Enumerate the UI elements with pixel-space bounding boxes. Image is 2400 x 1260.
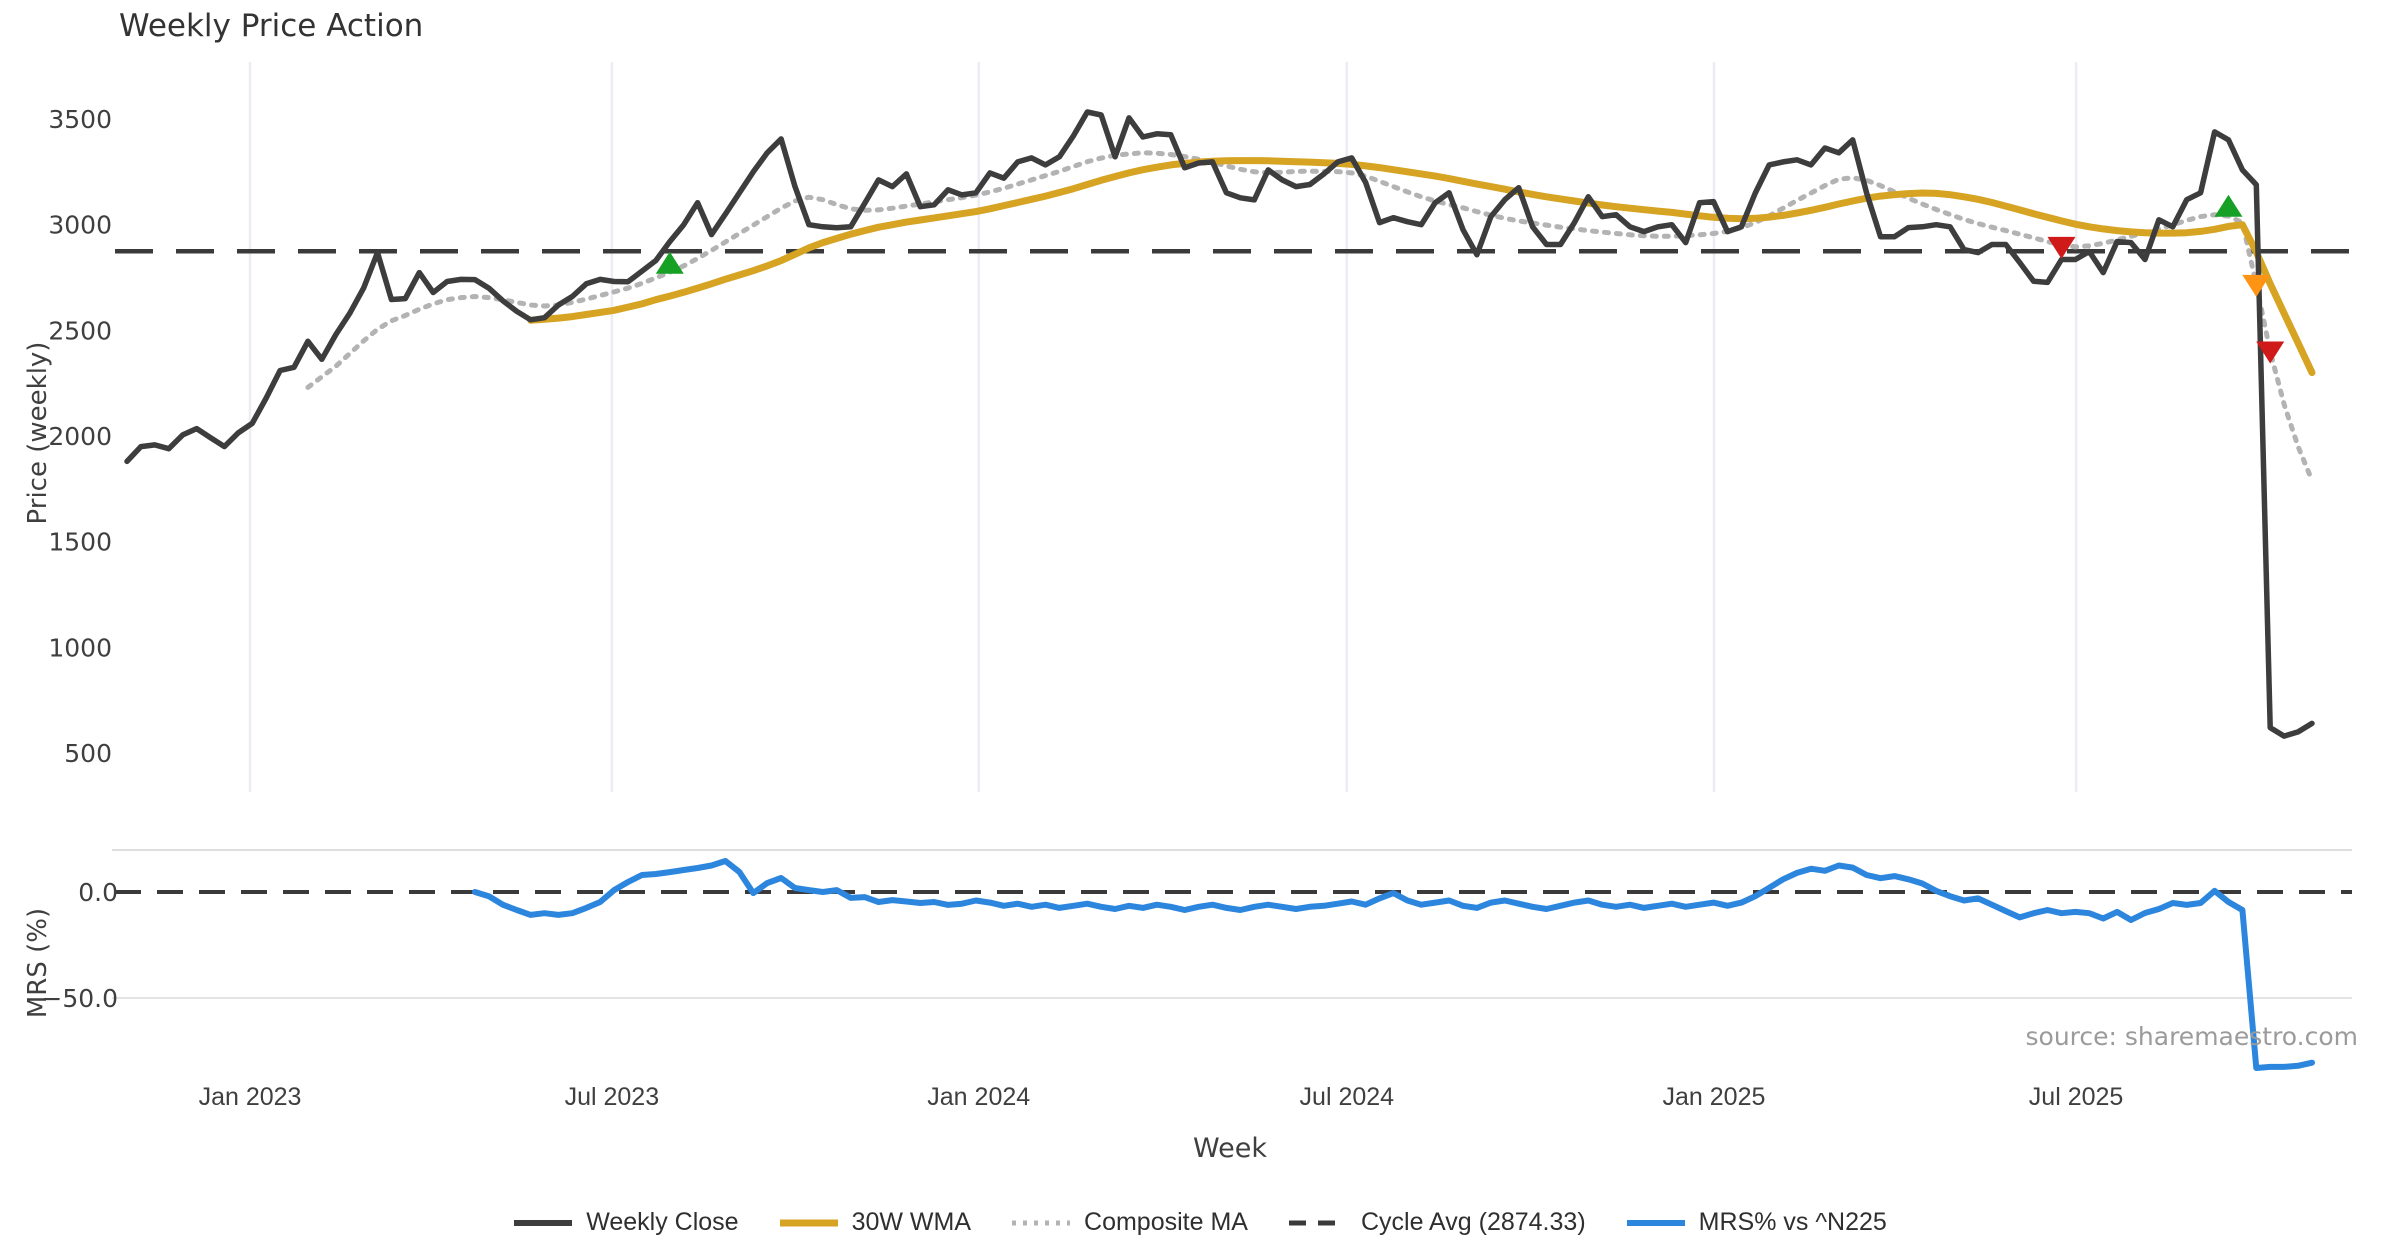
legend-label: MRS% vs ^N225 xyxy=(1698,1208,1887,1236)
composite-ma-line xyxy=(305,150,2315,483)
sell-signal-marker xyxy=(2256,341,2285,364)
legend-item: MRS% vs ^N225 xyxy=(1626,1208,1887,1237)
legend-label: Weekly Close xyxy=(586,1208,739,1236)
legend-item: 30W WMA xyxy=(779,1208,971,1237)
x-tick-label: Jul 2025 xyxy=(2029,1083,2124,1111)
mrs-line xyxy=(471,858,2315,1071)
x-axis-label: Week xyxy=(1193,1133,1267,1164)
legend-swatch-dashed xyxy=(1288,1220,1347,1225)
wma30-line xyxy=(527,157,2316,377)
legend-label: Composite MA xyxy=(1084,1208,1248,1236)
x-tick-label: Jan 2025 xyxy=(1663,1083,1766,1111)
x-tick-label: Jul 2024 xyxy=(1300,1083,1395,1111)
legend-item: Composite MA xyxy=(1011,1208,1248,1237)
legend-item: Weekly Close xyxy=(513,1208,739,1237)
weekly-close-line xyxy=(124,109,2315,739)
sell-signal-marker xyxy=(2242,274,2271,297)
chart-title: Weekly Price Action xyxy=(119,8,424,44)
price-tick-label: 3500 xyxy=(48,105,112,134)
legend-swatch-dotted xyxy=(1012,1220,1071,1225)
legend: Weekly Close 30W WMA Composite MA Cycle Avg… xyxy=(0,1208,2400,1237)
price-tick-label: 3000 xyxy=(48,211,112,240)
price-tick-label: 1500 xyxy=(48,528,112,557)
buy-signal-marker xyxy=(655,251,684,274)
price-tick-label: 500 xyxy=(64,739,112,768)
x-tick-label: Jul 2023 xyxy=(565,1083,660,1111)
legend-swatch-solid xyxy=(1626,1219,1685,1226)
source-attribution: source: sharemaestro.com xyxy=(2025,1022,2359,1051)
legend-swatch-solid xyxy=(779,1219,838,1226)
mrs-tick-label: −50.0 xyxy=(41,984,118,1013)
sell-signal-marker xyxy=(2047,236,2076,259)
legend-swatch-solid xyxy=(514,1219,573,1226)
legend-label: 30W WMA xyxy=(851,1208,972,1236)
x-tick-label: Jan 2023 xyxy=(199,1083,302,1111)
price-tick-label: 1000 xyxy=(48,633,112,662)
price-tick-label: 2500 xyxy=(48,316,112,345)
price-tick-label: 2000 xyxy=(48,422,112,451)
legend-label: Cycle Avg (2874.33) xyxy=(1360,1208,1586,1236)
mrs-tick-label: 0.0 xyxy=(78,878,118,907)
legend-item: Cycle Avg (2874.33) xyxy=(1288,1208,1586,1237)
buy-signal-marker xyxy=(2214,194,2243,217)
x-tick-label: Jan 2024 xyxy=(927,1083,1030,1111)
